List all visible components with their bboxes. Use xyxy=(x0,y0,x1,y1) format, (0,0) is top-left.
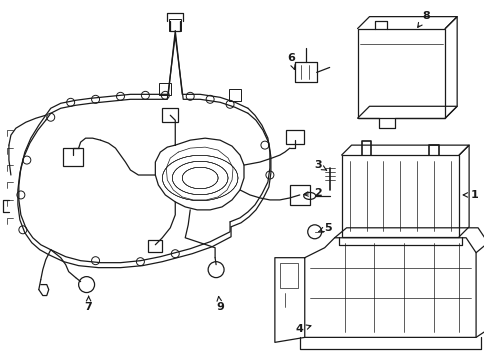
Text: 4: 4 xyxy=(295,325,310,335)
Text: 2: 2 xyxy=(303,188,321,198)
Bar xyxy=(169,19,181,31)
Text: 8: 8 xyxy=(417,11,429,27)
Text: 7: 7 xyxy=(85,296,92,312)
Bar xyxy=(357,29,444,118)
Bar xyxy=(285,130,303,144)
Text: 1: 1 xyxy=(462,190,477,200)
Bar xyxy=(162,108,178,122)
Bar xyxy=(228,89,241,101)
Bar xyxy=(159,84,171,95)
Text: 6: 6 xyxy=(286,54,294,69)
Bar xyxy=(279,263,297,288)
Text: 3: 3 xyxy=(313,160,326,170)
Bar xyxy=(62,148,82,166)
Bar xyxy=(289,185,309,205)
Bar xyxy=(341,155,458,237)
Bar xyxy=(148,240,162,252)
Text: 9: 9 xyxy=(216,296,224,312)
Text: 5: 5 xyxy=(318,223,331,233)
